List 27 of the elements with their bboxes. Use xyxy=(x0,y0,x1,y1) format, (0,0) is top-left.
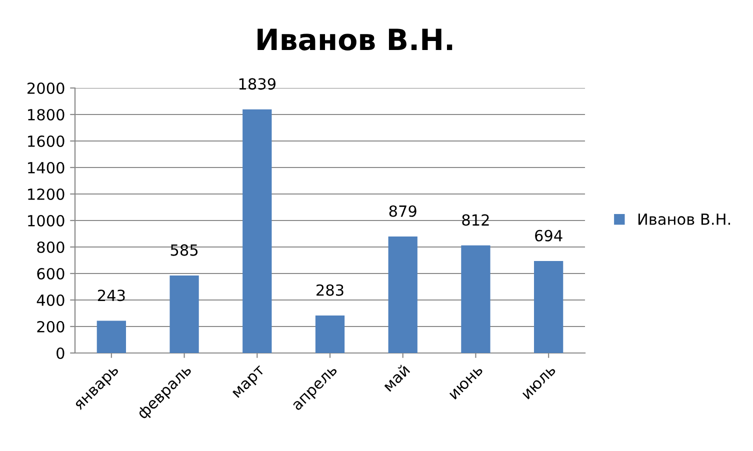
data-label: 243 xyxy=(98,290,125,302)
bar xyxy=(461,245,490,353)
y-tick-label: 400 xyxy=(36,294,64,306)
y-tick-label: 600 xyxy=(37,268,64,280)
y-tick-label: 2000 xyxy=(28,82,64,94)
data-label: 879 xyxy=(389,205,416,217)
bar xyxy=(315,316,345,353)
bar xyxy=(96,320,126,353)
bar xyxy=(170,275,199,353)
bar xyxy=(534,261,564,353)
y-tick-label: 1000 xyxy=(28,214,64,227)
y-tick-label: 1400 xyxy=(28,162,64,174)
bar xyxy=(388,236,418,353)
y-tick-label: 1200 xyxy=(28,188,64,200)
data-label: 1839 xyxy=(239,78,276,90)
chart-title: Иванов В.Н. xyxy=(258,28,452,50)
data-label: 283 xyxy=(316,284,344,296)
data-label: 585 xyxy=(170,244,198,256)
y-tick-label: 1600 xyxy=(28,135,64,148)
data-label: 694 xyxy=(535,230,562,242)
bar xyxy=(242,109,272,353)
y-tick-label: 1800 xyxy=(28,108,64,121)
legend-label: Иванов В.Н. xyxy=(638,214,730,225)
y-tick-label: 0 xyxy=(56,347,64,360)
y-tick-label: 200 xyxy=(37,320,64,333)
data-label: 812 xyxy=(462,214,489,226)
y-tick-label: 800 xyxy=(37,241,64,254)
